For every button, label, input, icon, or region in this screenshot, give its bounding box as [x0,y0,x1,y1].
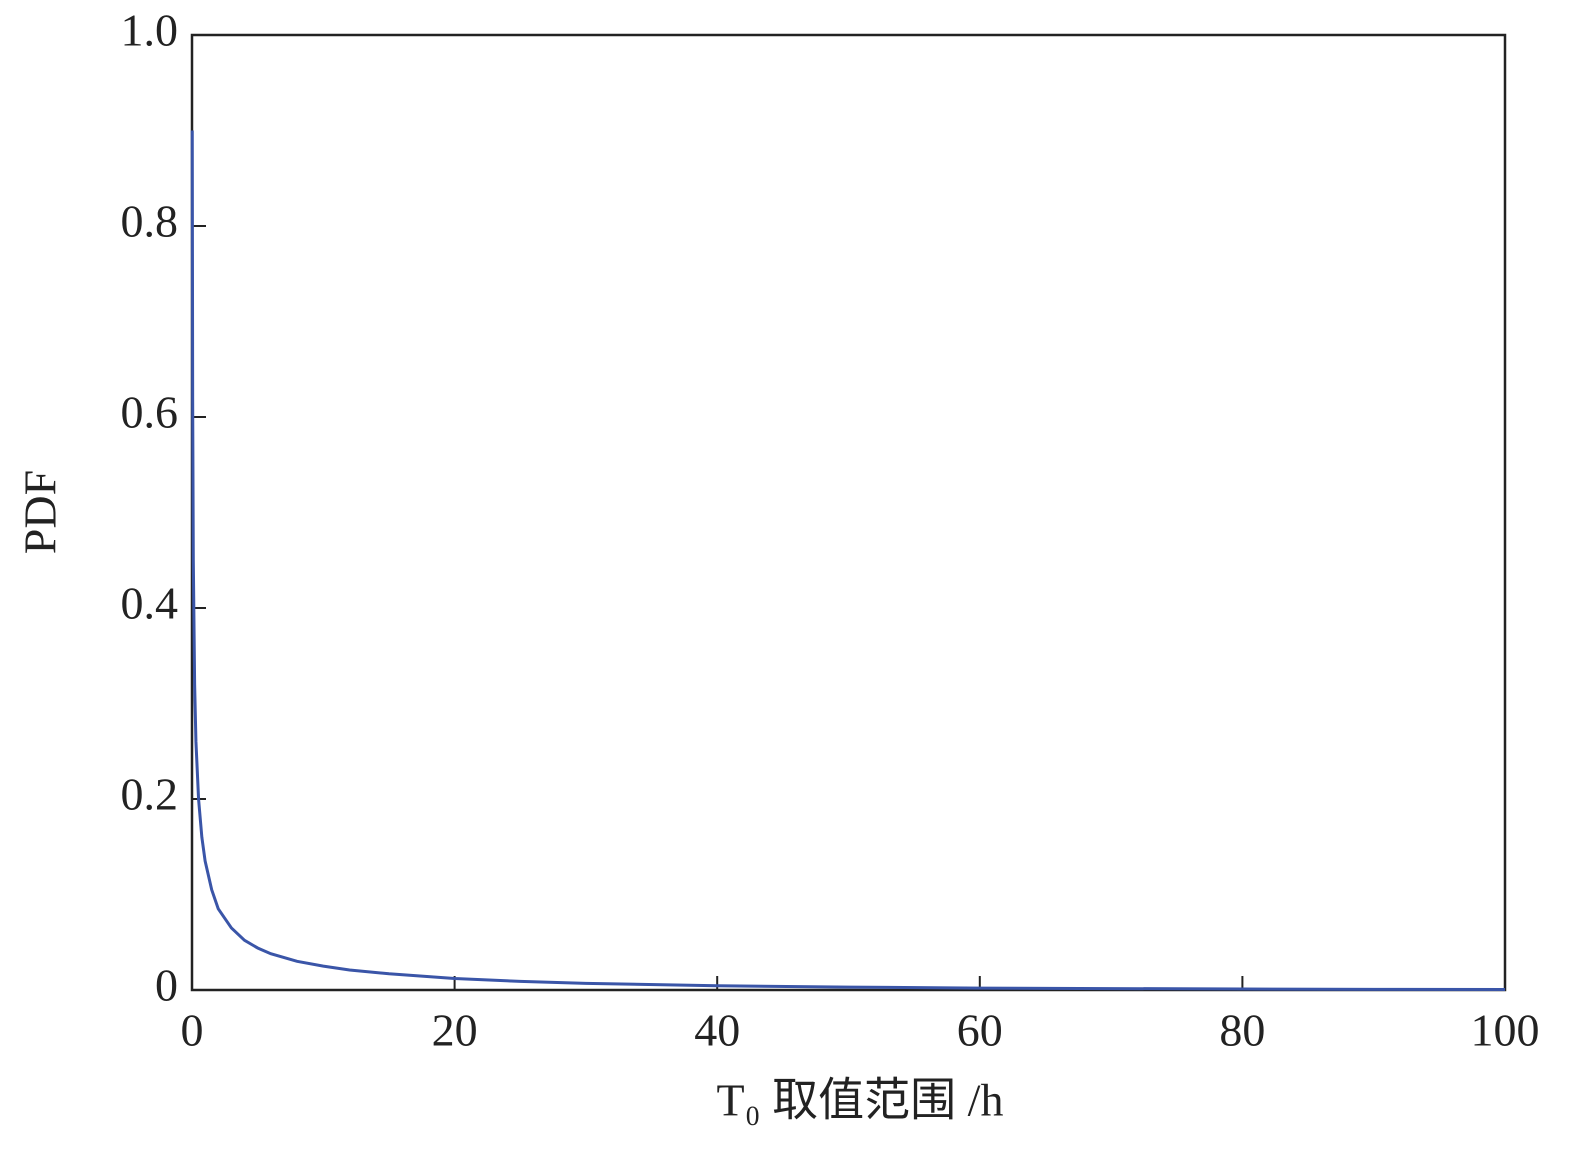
plot-frame [190,33,1507,992]
y-tick-label: 0.2 [121,769,179,820]
y-tick-label: 0.4 [121,578,179,629]
x-tick-label: 60 [957,1005,1003,1056]
x-axis-label: T₀ 取值范围 /h [717,1075,1004,1126]
y-tick-label: 0.8 [121,196,179,247]
y-tick-label: 1.0 [121,5,179,56]
x-tick-label: 80 [1219,1005,1265,1056]
x-tick-label: 40 [694,1005,740,1056]
x-tick-label: 0 [181,1005,204,1056]
x-tick-label: 20 [432,1005,478,1056]
x-tick-label: 100 [1471,1005,1540,1056]
y-tick-label: 0.6 [121,387,179,438]
y-axis-label: PDF [15,470,66,554]
y-tick-label: 0 [155,960,178,1011]
data-line [190,130,1506,992]
